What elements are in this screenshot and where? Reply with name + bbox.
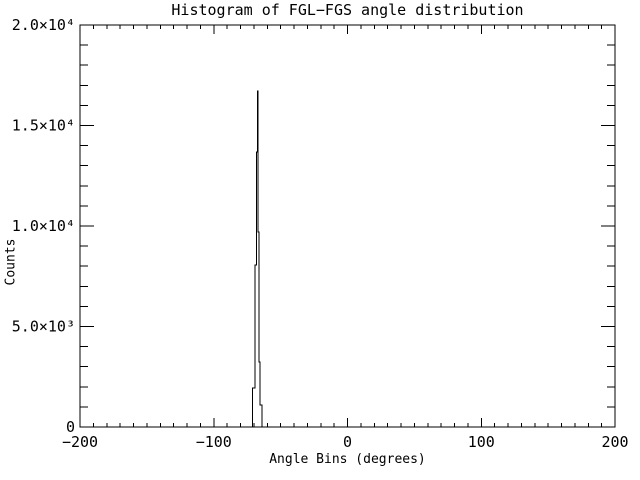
histogram-series [80, 90, 615, 428]
plot-frame [79, 24, 616, 428]
y-tick-label: 5.0×10³ [12, 318, 75, 336]
y-tick-label: 1.0×10⁴ [12, 217, 75, 235]
y-axis-label: Counts [3, 238, 19, 286]
x-axis-label: Angle Bins (degrees) [269, 452, 426, 467]
x-tick-label: 100 [468, 433, 495, 451]
y-tick-label: 2.0×10⁴ [12, 16, 75, 34]
x-tick-label: 0 [343, 433, 352, 451]
y-tick-label: 1.5×10⁴ [12, 117, 75, 135]
x-tick-label: −100 [196, 433, 232, 451]
plot-title: Histogram of FGL−FGS angle distribution [171, 1, 524, 19]
x-tick-label: 200 [601, 433, 628, 451]
y-tick-label: 0 [66, 418, 75, 436]
x-tick-label: −200 [62, 433, 98, 451]
